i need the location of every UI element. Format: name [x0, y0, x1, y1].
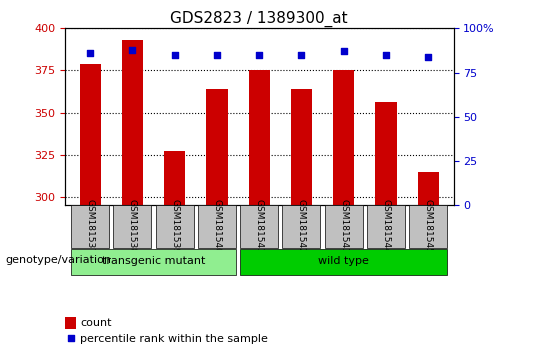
Point [213, 52, 221, 58]
Bar [417, 172, 439, 205]
FancyBboxPatch shape [367, 205, 405, 248]
Text: wild type: wild type [318, 256, 369, 267]
Text: GSM181540: GSM181540 [212, 199, 221, 254]
Point [128, 47, 137, 52]
Bar [164, 152, 185, 205]
Point [340, 48, 348, 54]
Text: genotype/variation: genotype/variation [5, 255, 111, 265]
Point [255, 52, 264, 58]
Bar [122, 40, 143, 205]
Point [86, 50, 94, 56]
FancyBboxPatch shape [198, 205, 236, 248]
Title: GDS2823 / 1389300_at: GDS2823 / 1389300_at [171, 11, 348, 27]
FancyBboxPatch shape [71, 249, 236, 275]
FancyBboxPatch shape [71, 205, 109, 248]
Text: count: count [80, 318, 112, 328]
FancyBboxPatch shape [325, 205, 363, 248]
FancyBboxPatch shape [113, 205, 151, 248]
Point [382, 52, 390, 58]
Text: GSM181544: GSM181544 [381, 199, 390, 254]
Bar [206, 89, 227, 205]
Text: GSM181539: GSM181539 [170, 199, 179, 254]
Text: GSM181538: GSM181538 [128, 199, 137, 254]
Bar [248, 70, 270, 205]
Point [170, 52, 179, 58]
Text: GSM181537: GSM181537 [86, 199, 94, 254]
Text: GSM181541: GSM181541 [255, 199, 264, 254]
Point [308, 246, 316, 252]
Point [297, 52, 306, 58]
Text: transgenic mutant: transgenic mutant [102, 256, 205, 267]
Text: GSM181545: GSM181545 [424, 199, 433, 254]
Text: GSM181543: GSM181543 [339, 199, 348, 254]
Bar [65, 317, 77, 329]
Point [424, 54, 433, 59]
FancyBboxPatch shape [156, 205, 194, 248]
Bar [291, 89, 312, 205]
FancyBboxPatch shape [240, 205, 278, 248]
Text: percentile rank within the sample: percentile rank within the sample [80, 334, 268, 344]
Bar [333, 70, 354, 205]
Text: GSM181542: GSM181542 [297, 199, 306, 254]
FancyBboxPatch shape [282, 205, 320, 248]
Bar [375, 103, 396, 205]
Bar [79, 64, 101, 205]
FancyBboxPatch shape [240, 249, 447, 275]
FancyBboxPatch shape [409, 205, 447, 248]
